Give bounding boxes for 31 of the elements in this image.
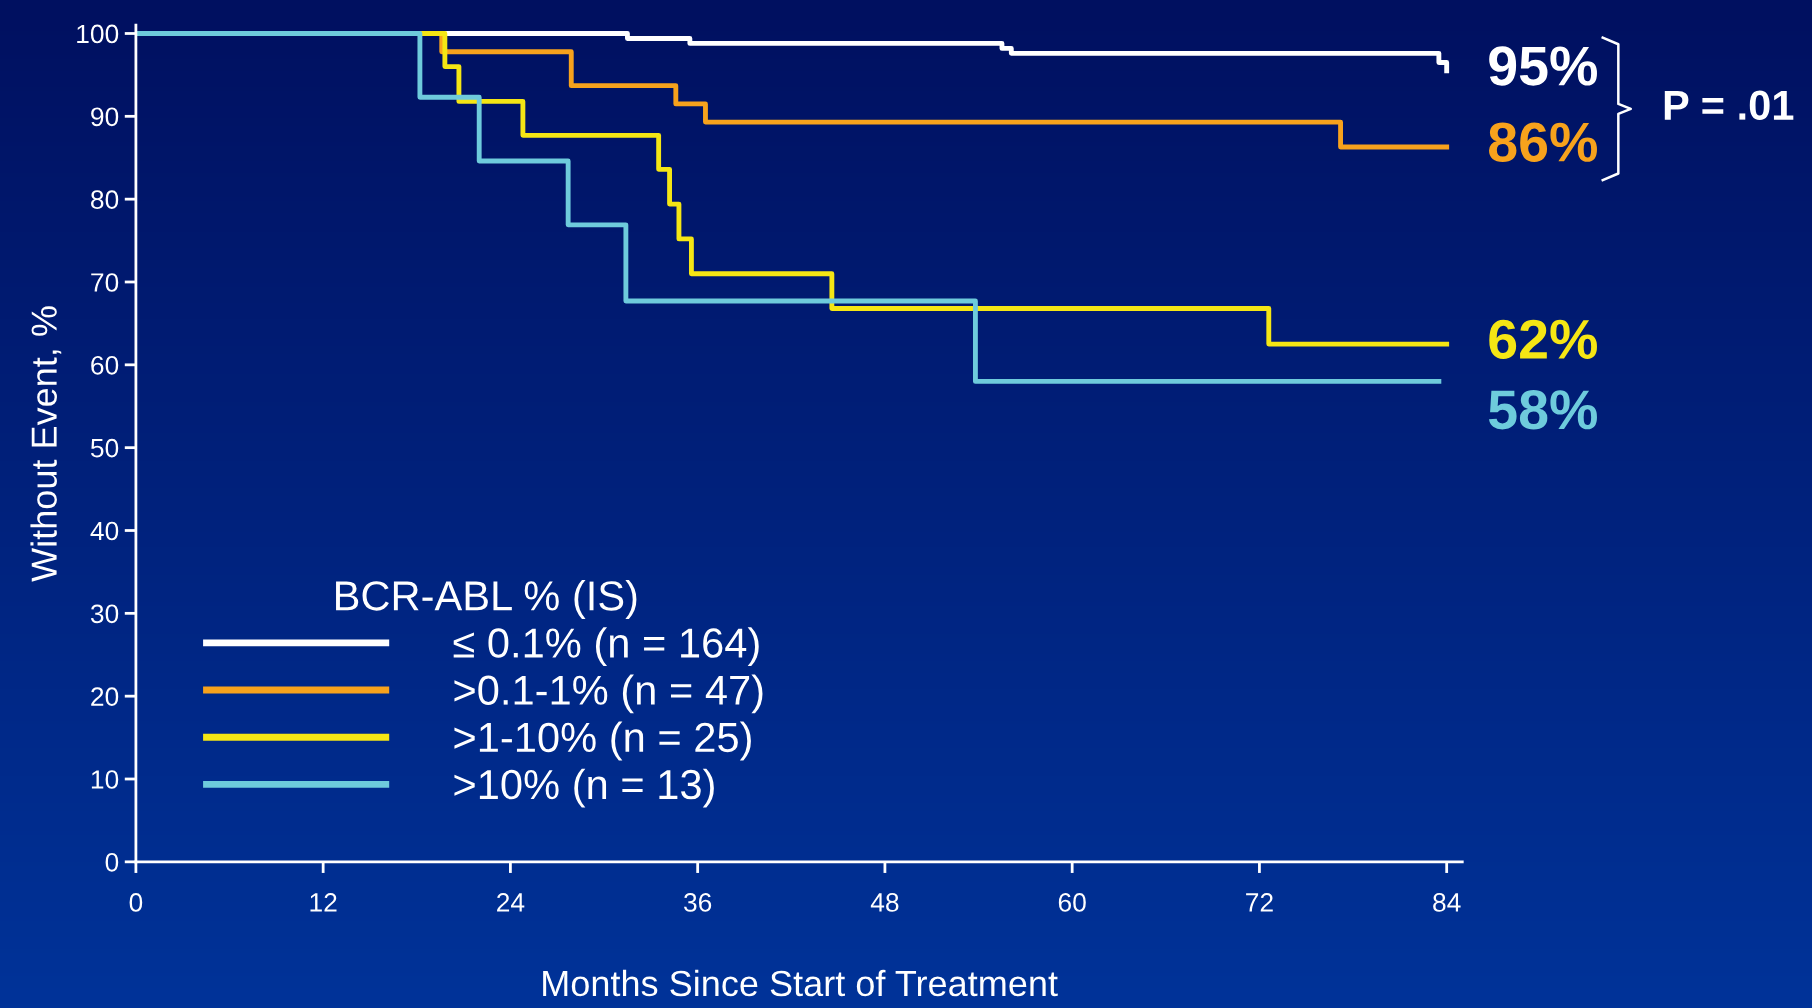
x-tick-label: 36 [683,893,712,912]
y-tick-label: 100 [77,24,119,44]
text: P = .01 [1664,90,1794,121]
legend-title: BCR-ABL % (IS) [336,580,637,619]
x-tick-label: 0 [129,893,143,912]
legend-label: >1-10% (n = 25) [454,721,751,761]
y-tick-label: 90 [91,107,119,127]
legend-label: >0.1-1% (n = 47) [454,674,763,714]
text: 95% [1489,46,1597,86]
y-axis-title: Without Event, % [30,306,62,582]
x-tick-label: 12 [310,893,337,912]
x-tick-label: 84 [1433,893,1461,912]
y-tick-label: 0 [105,852,119,872]
x-tick-label: 24 [497,893,525,912]
y-tick-label: 10 [91,770,119,789]
y-tick-label: 70 [91,273,119,292]
text: 62% [1489,319,1597,360]
x-tick-label: 72 [1246,893,1273,912]
y-tick-label: 40 [90,521,119,541]
y-tick-label: 60 [91,355,119,375]
x-axis-title: Months Since Start of Treatment [543,969,1058,997]
y-tick-label: 80 [91,190,119,209]
legend-label: >10% (n = 13) [454,768,714,808]
y-tick-label: 50 [90,438,119,458]
x-tick-label: 60 [1058,893,1086,912]
y-tick-label: 30 [90,604,119,624]
text: 86% [1489,122,1597,162]
x-tick-label: 48 [870,893,899,912]
text: 58% [1488,390,1597,430]
legend-label: ≤ 0.1% (n = 164) [453,627,759,667]
y-tick-label: 20 [91,687,119,706]
